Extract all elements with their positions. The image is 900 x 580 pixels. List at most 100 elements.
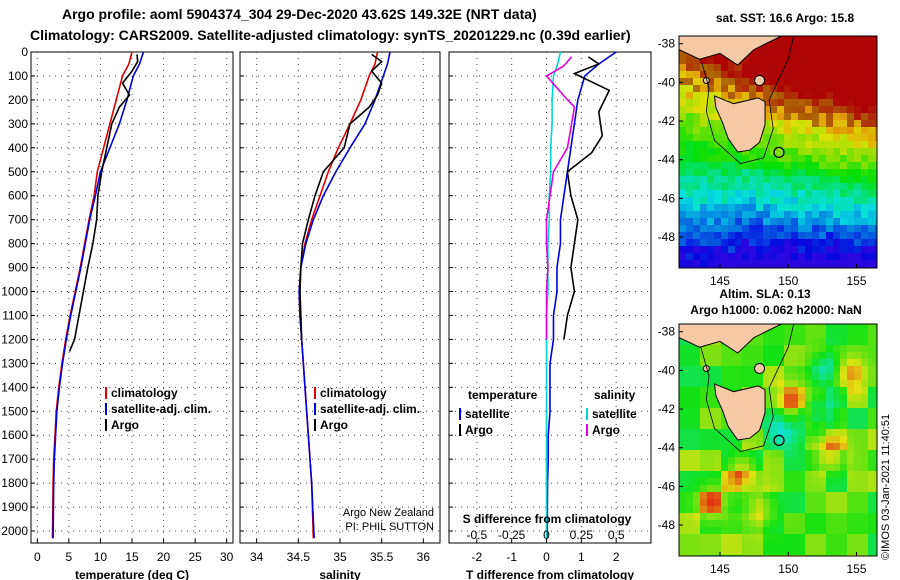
series-line-temperature-satellite (546, 51, 617, 539)
x-tick-label: 10 (94, 550, 108, 564)
x-axis-label: salinity (319, 568, 361, 580)
x-tick-label: 155 (847, 562, 867, 576)
y-tick-label: -42 (658, 402, 676, 416)
y-tick-label: 700 (8, 213, 28, 227)
x-tick-label: 2 (613, 550, 620, 564)
legend-label: satellite-adj. clim. (320, 402, 420, 416)
legend-title: temperature (468, 388, 538, 402)
series-line-argo (299, 53, 383, 340)
profile-panel-differences: -2 -1 0 1 2 T difference from climatology temp… (448, 51, 652, 580)
y-tick-label: 100 (8, 69, 28, 83)
y-tick-label: 1400 (1, 380, 28, 394)
x-tick-label: 0 (34, 550, 41, 564)
y-tick-label: 1500 (1, 404, 28, 418)
y-tick-label: -38 (658, 37, 676, 51)
y-tick-label: -40 (658, 363, 676, 377)
x-tick-label: 155 (847, 274, 867, 288)
plot-frame (30, 51, 234, 544)
inner-x-tick-label: 0 (543, 528, 550, 542)
y-tick-label: -42 (658, 114, 676, 128)
header-line-2: Climatology: CARS2009. Satellite-adjuste… (30, 27, 631, 43)
y-tick-label: 300 (8, 117, 28, 131)
y-tick-label: 1300 (1, 356, 28, 370)
y-tick-label: -40 (658, 75, 676, 89)
y-tick-label: -44 (658, 153, 676, 167)
y-tick-label: -44 (658, 441, 676, 455)
legend-label: Argo (592, 423, 620, 437)
y-tick-label: 400 (8, 141, 28, 155)
y-tick-label: -48 (658, 230, 676, 244)
y-tick-label: 1100 (2, 308, 28, 322)
profile-panel-temperature: 0100200300400500600700800900100011001200… (1, 45, 233, 580)
x-tick-label: 150 (778, 562, 798, 576)
series-line-temperature-argo (563, 56, 611, 340)
island (754, 362, 766, 374)
map-panel-sst-map: -38 -40 -42 -44 -46 -48 145 150 155 sat. SST: 16.… (658, 11, 878, 288)
legend-title: salinity (594, 388, 636, 402)
map-frame (678, 323, 878, 557)
y-tick-label: 0 (21, 45, 28, 59)
argo-program-annotation: Argo New Zealand (343, 507, 434, 519)
map-panel-sla-map: -38 -40 -42 -44 -46 -48 145 150 155 Altim. SLA: 0… (658, 287, 878, 576)
legend-label: climatology (111, 386, 178, 400)
inner-axis-label: S difference from climatology (463, 512, 632, 526)
x-tick-label: 150 (778, 274, 798, 288)
bathymetry-contour (700, 324, 795, 453)
x-tick-label: 0 (543, 550, 550, 564)
inner-x-tick-label: -0.5 (467, 528, 488, 542)
plot-frame (239, 51, 441, 544)
mainland-land (679, 36, 782, 66)
bathymetry-contour (700, 36, 795, 165)
map-title: Altim. SLA: 0.13 (719, 287, 811, 301)
legend-label: satellite-adj. clim. (111, 402, 211, 416)
y-tick-label: -46 (658, 479, 676, 493)
x-tick-label: -1 (506, 550, 517, 564)
x-tick-label: 35.5 (370, 550, 394, 564)
map-subtitle: Argo h1000: 0.062 h2000: NaN (690, 303, 861, 317)
y-tick-label: -38 (658, 325, 676, 339)
legend-label: satellite (465, 407, 510, 421)
y-tick-label: -46 (658, 191, 676, 205)
y-tick-label: 900 (8, 261, 28, 275)
y-tick-label: 800 (8, 237, 28, 251)
legend-label: Argo (465, 423, 493, 437)
map-title: sat. SST: 16.6 Argo: 15.8 (716, 11, 855, 25)
x-tick-label: 145 (710, 274, 730, 288)
argo-position-marker (773, 434, 785, 447)
x-tick-label: 1 (578, 550, 585, 564)
map-field (679, 324, 877, 556)
x-tick-label: 15 (125, 550, 139, 564)
x-axis-label: temperature (deg C) (75, 568, 189, 580)
x-tick-label: 36 (417, 550, 431, 564)
y-tick-label: 1700 (1, 452, 28, 466)
header-line-1: Argo profile: aoml 5904374_304 29-Dec-20… (62, 6, 537, 22)
y-tick-label: 600 (8, 189, 28, 203)
legend-label: Argo (111, 418, 139, 432)
map-field (679, 36, 877, 268)
mainland-land (679, 324, 782, 354)
tasmania-land (713, 383, 766, 441)
x-tick-label: 30 (220, 550, 234, 564)
credit-text: ©IMOS 03-Jan-2021 11:40:51 (880, 413, 892, 560)
profile-panel-salinity: 34 34.5 35 35.5 36 salinity climatology satelli… (239, 51, 441, 580)
x-tick-label: -2 (472, 550, 483, 564)
series-line-salinity-argo (545, 56, 576, 340)
plot-frame (448, 51, 652, 544)
x-tick-label: 5 (66, 550, 73, 564)
x-tick-label: 35 (333, 550, 347, 564)
argo-position-marker (773, 146, 785, 159)
inner-x-tick-label: -0.25 (498, 528, 526, 542)
x-tick-label: 34 (250, 550, 264, 564)
tasmania-land (713, 95, 766, 153)
y-tick-label: 500 (8, 165, 28, 179)
legend-label: Argo (320, 418, 348, 432)
y-tick-label: 1600 (1, 428, 28, 442)
y-tick-label: 2000 (1, 524, 28, 538)
y-tick-label: 1800 (1, 476, 28, 490)
y-tick-label: 1200 (1, 332, 28, 346)
inner-x-tick-label: 0.5 (608, 528, 625, 542)
y-tick-label: 1000 (1, 285, 28, 299)
series-line-argo (68, 54, 139, 352)
argo-program-annotation: PI: PHIL SUTTON (345, 521, 434, 533)
